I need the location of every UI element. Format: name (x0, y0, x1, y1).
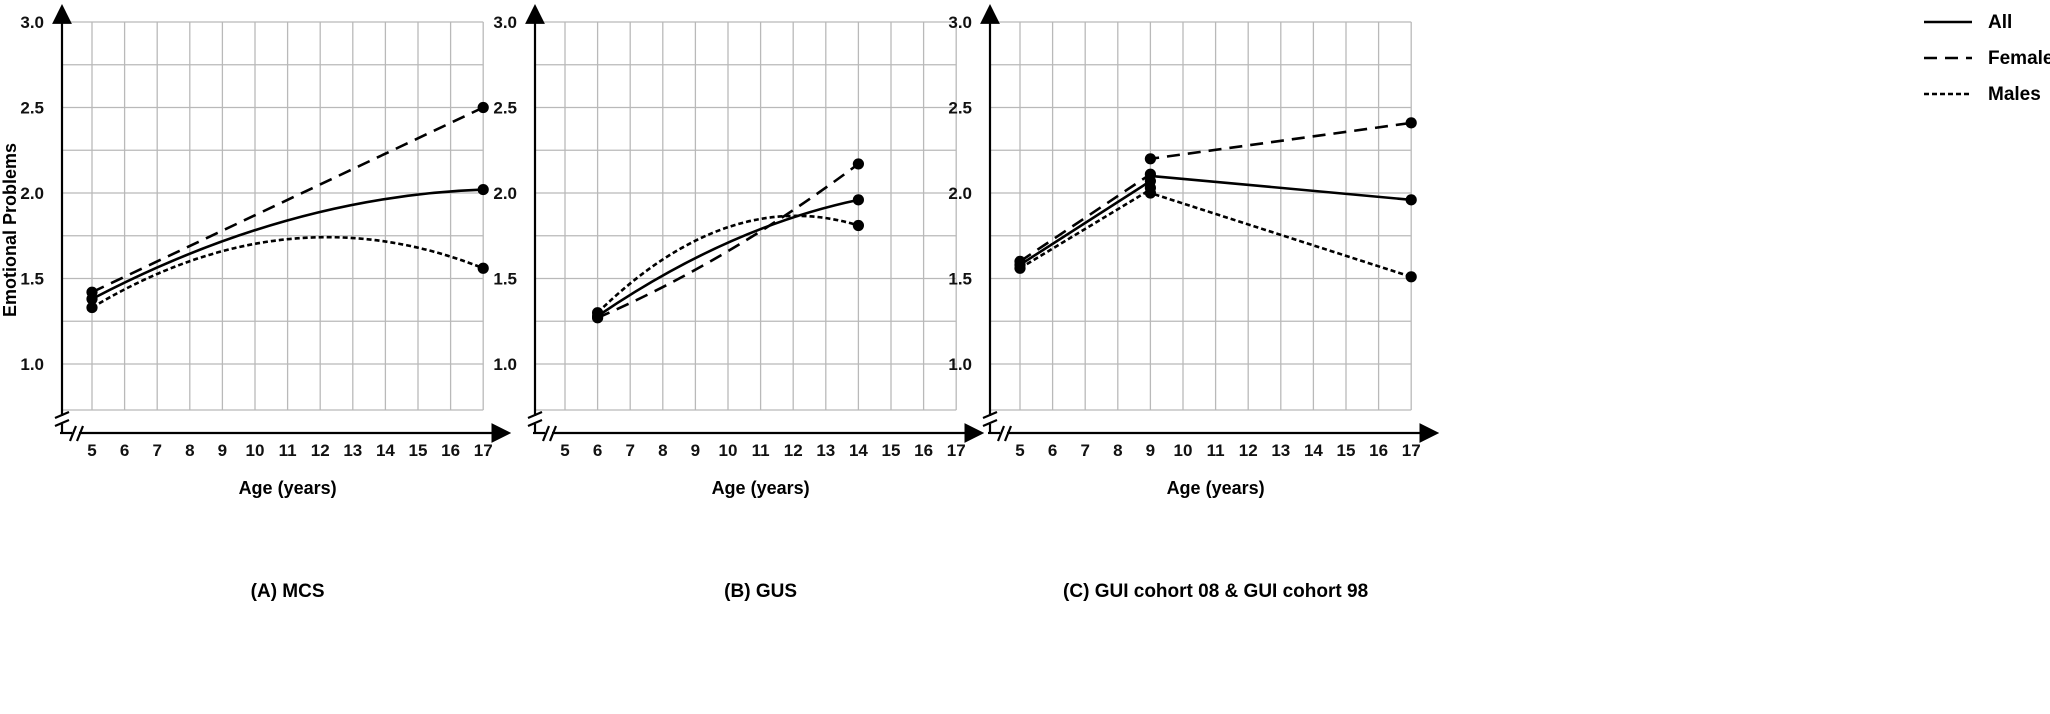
y-axis-break (54, 410, 70, 428)
x-tick-label: 8 (658, 441, 667, 460)
x-tick-label: 5 (87, 441, 96, 460)
x-tick-label: 14 (1304, 441, 1323, 460)
x-tick-label: 8 (185, 441, 194, 460)
x-axis-title: Age (years) (712, 478, 810, 498)
y-tick-label: 1.5 (493, 270, 517, 289)
panel-caption: (C) GUI cohort 08 & GUI cohort 98 (1063, 581, 1368, 602)
data-point (477, 183, 489, 196)
data-point (1405, 194, 1417, 206)
x-tick-label: 17 (474, 441, 493, 460)
x-tick-label: 11 (279, 441, 297, 460)
x-tick-label: 9 (691, 441, 700, 460)
series-line-all (91, 188, 484, 301)
x-tick-label: 12 (1239, 441, 1258, 460)
x-tick-label: 6 (120, 441, 129, 460)
series-line-females (597, 162, 860, 320)
x-tick-label: 12 (311, 441, 330, 460)
y-tick-label: 2.0 (948, 184, 972, 203)
y-tick-label: 3.0 (20, 13, 44, 32)
x-tick-label: 7 (625, 441, 634, 460)
legend-label-males: Males (1988, 84, 2041, 105)
x-tick-label: 16 (1369, 441, 1388, 460)
panels: 1.0 1.5 2.0 2.5 3.0 5 6 7 8 9 10 11 12 13 14 15 16 17 Age … (20, 4, 1440, 602)
data-point (1014, 262, 1026, 274)
data-point (477, 262, 489, 274)
x-tick-label: 13 (1271, 441, 1290, 460)
y-tick-label: 3.0 (493, 13, 517, 32)
data-point (1144, 153, 1156, 165)
x-tick-label: 10 (719, 441, 738, 460)
x-tick-label: 13 (816, 441, 835, 460)
x-tick-label: 14 (376, 441, 395, 460)
data-point (852, 194, 865, 206)
data-point (1405, 271, 1417, 283)
x-tick-label: 11 (1207, 441, 1225, 460)
y-axis-break (527, 410, 543, 428)
x-tick-label: 15 (1337, 441, 1356, 460)
x-tick-label: 15 (882, 441, 901, 460)
y-tick-label: 3.0 (948, 13, 972, 32)
series-line-females (91, 106, 484, 294)
y-tick-label: 2.0 (493, 184, 517, 203)
data-point (1405, 117, 1417, 129)
panel-2: 1.0 1.5 2.0 2.5 3.0 5 6 7 8 9 10 11 12 13 14 15 16 17 Age … (493, 4, 985, 602)
x-tick-label: 14 (849, 441, 868, 460)
legend-label-all: All (1988, 12, 2012, 33)
x-tick-label: 10 (246, 441, 265, 460)
data-point (477, 101, 489, 114)
x-tick-label: 13 (343, 441, 362, 460)
y-tick-label: 1.5 (948, 270, 972, 289)
x-axis-title: Age (years) (1167, 478, 1265, 498)
y-tick-label: 1.5 (20, 270, 44, 289)
x-tick-label: 8 (1113, 441, 1122, 460)
data-point (852, 158, 865, 170)
y-tick-label: 2.0 (20, 184, 44, 203)
data-point (1144, 187, 1156, 199)
x-tick-label: 11 (752, 441, 770, 460)
data-point (86, 293, 98, 305)
x-tick-label: 5 (560, 441, 569, 460)
x-tick-label: 10 (1174, 441, 1193, 460)
x-tick-label: 6 (593, 441, 602, 460)
panel-3: 1.0 1.5 2.0 2.5 3.0 5 6 7 8 9 10 11 12 13 14 15 16 17 Age … (948, 4, 1440, 602)
x-tick-label: 15 (409, 441, 428, 460)
data-point (86, 301, 98, 314)
legend: All Females Males (1924, 12, 2050, 105)
panel-caption: (A) MCS (251, 581, 325, 602)
x-tick-label: 17 (1402, 441, 1421, 460)
x-tick-label: 17 (947, 441, 966, 460)
y-axis-break (982, 410, 998, 428)
legend-label-females: Females (1988, 48, 2050, 69)
series-line-all (596, 198, 859, 318)
y-tick-label: 2.5 (948, 99, 972, 118)
y-axis-title: Emotional Problems (0, 143, 20, 317)
x-tick-label: 12 (784, 441, 803, 460)
data-point (852, 219, 865, 232)
x-tick-label: 9 (1146, 441, 1155, 460)
x-tick-label: 16 (441, 441, 460, 460)
y-tick-label: 1.0 (493, 355, 517, 374)
x-tick-label: 5 (1015, 441, 1024, 460)
y-tick-label: 2.5 (20, 99, 44, 118)
data-point (592, 312, 604, 324)
panel-1: 1.0 1.5 2.0 2.5 3.0 5 6 7 8 9 10 11 12 13 14 15 16 17 Age … (20, 4, 512, 602)
x-axis-title: Age (years) (239, 478, 337, 498)
panel-caption: (B) GUS (724, 581, 797, 602)
series-line-females (1019, 121, 1412, 263)
x-tick-label: 7 (152, 441, 161, 460)
x-tick-label: 6 (1048, 441, 1057, 460)
x-tick-label: 16 (914, 441, 933, 460)
y-tick-label: 1.0 (20, 355, 44, 374)
y-tick-label: 1.0 (948, 355, 972, 374)
x-tick-label: 9 (218, 441, 227, 460)
x-tick-label: 7 (1080, 441, 1089, 460)
series-line-males (91, 235, 484, 309)
y-tick-label: 2.5 (493, 99, 517, 118)
